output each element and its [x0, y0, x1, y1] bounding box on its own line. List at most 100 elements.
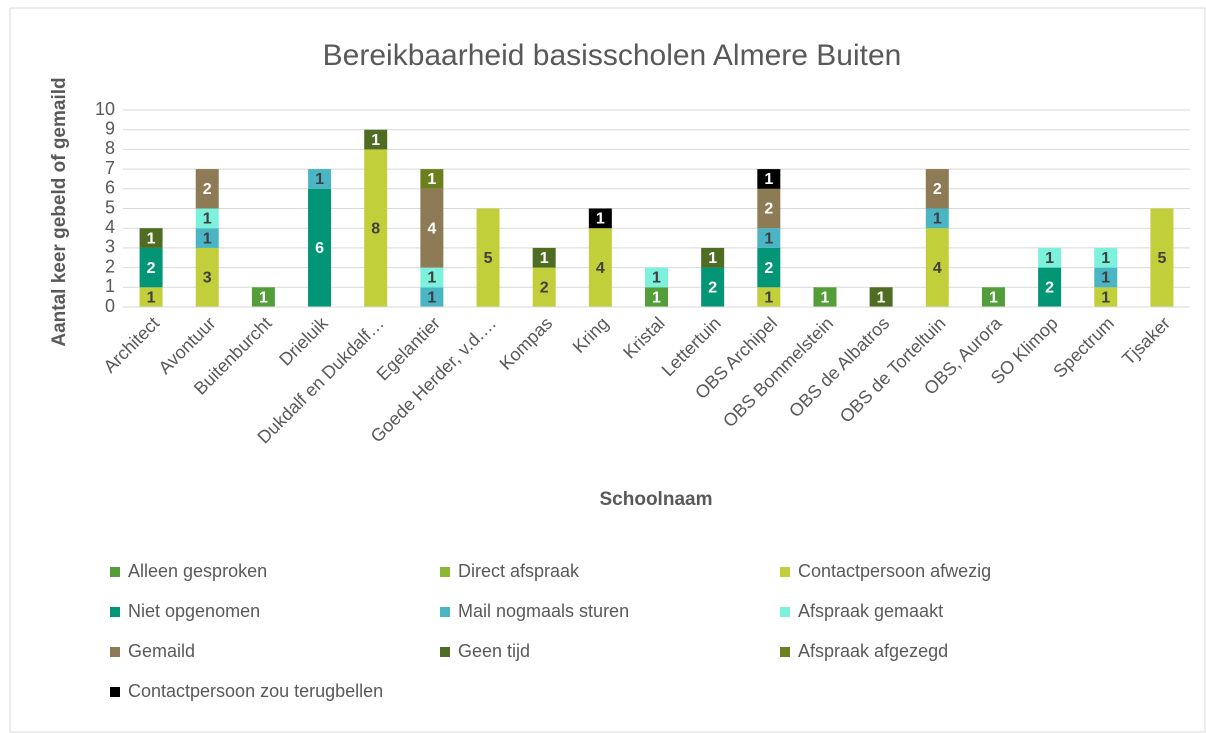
- bar-segment: [588, 228, 612, 307]
- chart-title: Bereikbaarheid basisscholen Almere Buite…: [323, 39, 902, 72]
- legend-label: Contactpersoon afwezig: [798, 561, 991, 581]
- y-tick-label: 10: [95, 99, 115, 119]
- data-label: 1: [933, 211, 942, 228]
- data-label: 4: [427, 220, 436, 237]
- legend-label: Alleen gesproken: [128, 561, 267, 581]
- data-label: 2: [708, 280, 717, 297]
- bar-segment: [1038, 267, 1062, 307]
- bar-segment: [645, 267, 668, 288]
- data-label: 1: [596, 211, 605, 228]
- y-tick-label: 1: [105, 276, 115, 296]
- legend-label: Geen tijd: [458, 641, 530, 661]
- legend-swatch: [110, 687, 120, 697]
- bar-segment: [813, 287, 837, 307]
- bar-segment: [420, 267, 444, 288]
- legend-label: Direct afspraak: [458, 561, 580, 581]
- data-label: 1: [764, 289, 773, 306]
- data-label: 1: [203, 230, 212, 247]
- data-label: 1: [1101, 270, 1110, 287]
- bar-segment: [645, 287, 668, 307]
- y-tick-label: 4: [105, 217, 115, 237]
- bar-segment: [195, 208, 219, 229]
- legend-label: Afspraak gemaakt: [798, 601, 943, 621]
- bar-segment: [195, 247, 219, 307]
- data-label: 1: [764, 171, 773, 188]
- bar-segment: [420, 188, 444, 268]
- data-label: 1: [764, 230, 773, 247]
- data-label: 1: [1101, 250, 1110, 267]
- bar-segment: [476, 208, 500, 307]
- bar-segment: [701, 247, 725, 268]
- data-label: 2: [540, 280, 549, 297]
- bar-segment: [1094, 267, 1118, 288]
- bar-segment: [364, 149, 388, 307]
- data-label: 4: [596, 260, 605, 277]
- bar-segment: [701, 267, 725, 307]
- bar-segment: [195, 169, 219, 209]
- bar-segment: [1094, 247, 1118, 268]
- bar-segment: [139, 287, 163, 307]
- y-tick-label: 2: [105, 256, 115, 276]
- y-tick-label: 8: [105, 138, 115, 158]
- data-label: 1: [1045, 250, 1054, 267]
- data-label: 2: [1045, 280, 1054, 297]
- data-label: 1: [259, 289, 268, 306]
- legend-label: Gemaild: [128, 641, 195, 661]
- data-label: 5: [1157, 250, 1166, 267]
- legend-swatch: [440, 647, 450, 657]
- y-tick-label: 9: [105, 118, 115, 138]
- legend-swatch: [110, 567, 120, 577]
- data-label: 1: [708, 250, 717, 267]
- data-label: 1: [652, 270, 661, 287]
- legend-label: Afspraak afgezegd: [798, 641, 948, 661]
- data-label: 1: [147, 230, 156, 247]
- y-tick-label: 6: [105, 178, 115, 198]
- data-label: 1: [540, 250, 549, 267]
- bar-segment: [757, 247, 781, 288]
- y-tick-label: 7: [105, 158, 115, 178]
- bar-segment: [420, 169, 444, 189]
- data-label: 1: [203, 211, 212, 228]
- legend-swatch: [440, 607, 450, 617]
- data-label: 2: [764, 201, 773, 218]
- data-label: 1: [427, 270, 436, 287]
- data-label: 8: [371, 220, 380, 237]
- bar-segment: [925, 169, 949, 209]
- bar-segment: [757, 188, 781, 229]
- legend-label: Mail nogmaals sturen: [458, 601, 629, 621]
- bar-segment: [588, 208, 612, 229]
- y-tick-label: 5: [105, 197, 115, 217]
- data-label: 2: [203, 181, 212, 198]
- legend-swatch: [440, 567, 450, 577]
- bar-segment: [532, 267, 556, 307]
- bar-segment: [251, 287, 275, 307]
- legend-label: Contactpersoon zou terugbellen: [128, 681, 383, 701]
- bar-segment: [1150, 208, 1174, 307]
- legend-label: Niet opgenomen: [128, 601, 260, 621]
- y-tick-label: 3: [105, 237, 115, 257]
- data-label: 5: [484, 250, 493, 267]
- bar-segment: [981, 287, 1005, 307]
- data-label: 2: [764, 260, 773, 277]
- chart-border: [9, 7, 1206, 733]
- data-label: 1: [315, 171, 324, 188]
- bar-segment: [925, 228, 949, 307]
- data-label: 1: [652, 289, 661, 306]
- bar-segment: [195, 228, 219, 248]
- legend-swatch: [110, 607, 120, 617]
- data-label: 1: [1101, 289, 1110, 306]
- bar-segment: [925, 208, 949, 229]
- data-label: 1: [371, 132, 380, 149]
- bar-segment: [1094, 287, 1118, 307]
- bar-segment: [364, 129, 388, 150]
- data-label: 2: [147, 260, 156, 277]
- bar-segment: [308, 169, 332, 189]
- data-label: 1: [821, 289, 830, 306]
- legend-swatch: [780, 567, 790, 577]
- bar-segment: [1038, 247, 1062, 268]
- data-label: 1: [989, 289, 998, 306]
- bar-segment: [757, 228, 781, 248]
- bar-segment: [869, 287, 893, 307]
- data-label: 1: [147, 289, 156, 306]
